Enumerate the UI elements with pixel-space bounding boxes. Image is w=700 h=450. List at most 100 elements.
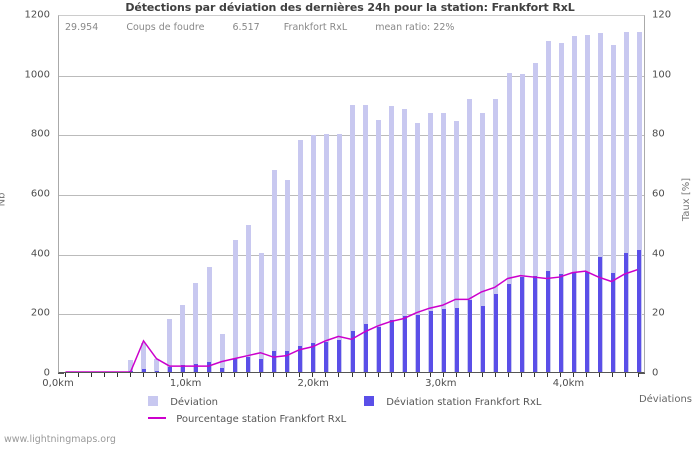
- x-tick: [129, 373, 131, 377]
- annotation-total-strokes-label: Coups de foudre: [126, 22, 205, 33]
- y-tick-label-right: 0: [652, 367, 659, 379]
- x-tick: [612, 373, 614, 377]
- bar-deviation: [245, 225, 251, 372]
- x-tick: [586, 373, 588, 377]
- bar-station-deviation: [402, 315, 407, 372]
- bar-station-deviation: [624, 252, 629, 372]
- bar-deviation: [128, 360, 134, 372]
- x-tick: [299, 373, 301, 377]
- bar-station-deviation: [559, 273, 564, 372]
- y-tick-label-right: 80: [652, 128, 665, 140]
- x-tick: [429, 373, 431, 377]
- plot-area: 29.954 Coups de foudre 6.517 Frankfort R…: [58, 15, 645, 373]
- legend-label-station-deviation: Déviation station Frankfort RxL: [386, 397, 542, 408]
- bar-station-deviation: [415, 314, 420, 372]
- chart-title: Détections par déviation des dernières 2…: [125, 1, 575, 14]
- bar-station-deviation: [493, 293, 498, 372]
- bar-deviation: [571, 36, 577, 372]
- x-tick: [155, 373, 157, 377]
- percentage-polyline: [65, 270, 637, 372]
- x-tick-label: 0,0km: [42, 378, 74, 389]
- x-tick: [638, 373, 640, 377]
- bar-station-deviation: [207, 361, 211, 372]
- x-tick: [416, 373, 418, 377]
- bar-station-deviation: [480, 306, 485, 372]
- y-axis-label-left: Nb: [0, 192, 8, 207]
- bar-station-deviation: [350, 330, 355, 372]
- bar-station-deviation: [428, 310, 433, 372]
- bar-station-deviation: [141, 369, 146, 372]
- bar-station-deviation: [272, 350, 277, 372]
- x-tick: [142, 373, 144, 377]
- x-tick: [208, 373, 209, 377]
- y-tick-label-left: 200: [30, 307, 50, 319]
- x-tick: [90, 373, 92, 377]
- x-tick: [286, 373, 288, 377]
- x-tick: [168, 373, 170, 377]
- annotation-station-label: Frankfort RxL: [283, 22, 348, 33]
- y-tick-label-left: 600: [30, 188, 50, 200]
- x-tick: [273, 373, 275, 377]
- x-tick: [534, 373, 536, 377]
- bar-station-deviation: [193, 363, 198, 372]
- bar-deviation: [636, 31, 642, 372]
- x-tick: [508, 373, 510, 377]
- bar-deviation: [271, 170, 277, 372]
- bar-station-deviation: [546, 270, 551, 372]
- y-tick-major-right: [639, 373, 645, 374]
- watermark: www.lightningmaps.org: [4, 434, 116, 445]
- bar-station-deviation: [467, 300, 472, 372]
- legend-item-percentage[interactable]: Pourcentage station Frankfort RxL: [148, 414, 346, 425]
- bar-deviation: [376, 119, 382, 372]
- x-tick: [390, 373, 392, 377]
- bar-station-deviation: [259, 359, 264, 372]
- bar-deviation: [232, 240, 238, 372]
- bar-station-deviation: [285, 351, 290, 372]
- bar-deviation: [336, 133, 342, 372]
- annotation-station-strokes: 6.517: [232, 22, 260, 33]
- bar-station-deviation: [298, 345, 303, 372]
- y-tick-label-right: 120: [652, 9, 672, 21]
- bar-station-deviation: [598, 256, 603, 372]
- legend-item-deviation[interactable]: Déviation: [148, 396, 218, 408]
- x-tick: [312, 373, 314, 377]
- bar-deviation: [193, 282, 199, 372]
- bar-deviation: [610, 45, 616, 372]
- bar-station-deviation: [507, 283, 512, 372]
- bar-station-deviation: [389, 319, 394, 372]
- bar-deviation: [493, 98, 499, 372]
- bar-deviation: [597, 32, 603, 372]
- chart-legend: Déviation Déviation station Frankfort Rx…: [0, 392, 700, 432]
- x-tick: [377, 373, 379, 377]
- y-tick-label-left: 400: [30, 248, 50, 260]
- bar-station-deviation: [246, 357, 251, 372]
- x-tick: [234, 373, 236, 377]
- bar-deviation: [623, 31, 629, 372]
- y-tick-label-left: 800: [30, 128, 50, 140]
- bar-deviation: [350, 105, 355, 372]
- y-tick-label-right: 20: [652, 307, 665, 319]
- legend-swatch-station-deviation: [364, 396, 374, 406]
- x-tick: [364, 373, 366, 377]
- y-tick-label-right: 40: [652, 248, 665, 260]
- x-axis-label: Déviations: [638, 394, 692, 405]
- x-tick: [547, 373, 549, 377]
- x-tick: [221, 373, 223, 377]
- bar-deviation: [454, 121, 460, 372]
- bar-deviation: [141, 342, 147, 372]
- x-tick-label: 3,0km: [425, 378, 457, 389]
- bar-deviation: [584, 34, 590, 372]
- legend-swatch-deviation: [148, 396, 158, 406]
- bar-deviation: [180, 304, 186, 372]
- bar-deviation: [415, 122, 421, 372]
- x-tick: [442, 373, 444, 377]
- x-tick-label: 1,0km: [169, 378, 202, 389]
- y-tick-label-left: 0: [43, 367, 50, 379]
- bar-deviation: [558, 42, 564, 372]
- bar-deviation: [467, 99, 473, 372]
- legend-item-station-deviation[interactable]: Déviation station Frankfort RxL: [364, 396, 541, 408]
- x-tick: [521, 373, 523, 377]
- bar-station-deviation: [233, 358, 238, 372]
- bar-deviation: [323, 133, 329, 372]
